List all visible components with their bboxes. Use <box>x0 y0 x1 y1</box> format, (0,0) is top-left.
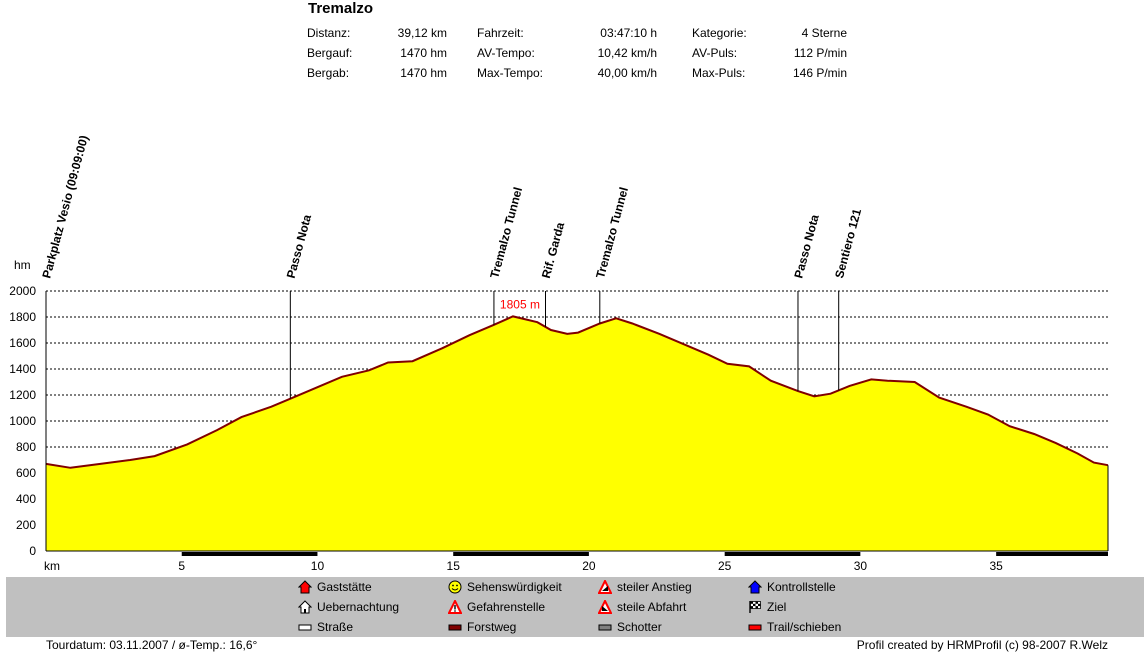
x-tick-label: 30 <box>854 559 868 573</box>
house-outline-icon <box>297 600 313 614</box>
legend-item-gefahrenstelle: Gefahrenstelle <box>447 598 546 614</box>
swatch-white-icon <box>298 620 312 634</box>
surface-segment <box>317 552 454 556</box>
x-tick-label: 20 <box>582 559 596 573</box>
waypoint-label: Rif. Garda <box>539 220 567 279</box>
waypoint-label: Parkplatz Vesio (09:09:00) <box>39 134 91 280</box>
x-tick-label: 5 <box>178 559 185 573</box>
stat-label-max-tempo: Max-Tempo: <box>477 66 544 80</box>
waypoint-label: Tremalzo Tunnel <box>487 186 525 280</box>
warning-down-icon <box>597 598 613 614</box>
y-tick-label: 1800 <box>9 310 36 324</box>
elevation-profile-chart: 0 200 400 600 800 1000 1200 1400 1600 1800 2000 5 1… <box>9 134 1109 573</box>
surface-segment <box>181 552 318 556</box>
x-tick-label: 25 <box>718 559 732 573</box>
y-tick-label: 1400 <box>9 362 36 376</box>
y-tick-label: 200 <box>16 518 36 532</box>
stat-label-av-puls: AV-Puls: <box>692 46 738 60</box>
stat-label-distanz: Distanz: <box>307 26 351 40</box>
legend-item-sehenswuerdigkeit: Sehenswürdigkeit <box>448 580 562 594</box>
waypoint-label: Tremalzo Tunnel <box>593 186 631 280</box>
x-tick-label: 15 <box>447 559 461 573</box>
waypoint-label: Sentiero 121 <box>832 207 864 280</box>
stat-value-av-tempo: 10,42 km/h <box>597 46 657 60</box>
footer-tour-info: Tourdatum: 03.11.2007 / ø-Temp.: 16,6° <box>46 638 258 652</box>
y-tick-label: 1600 <box>9 336 36 350</box>
surface-segment <box>996 552 1108 556</box>
stat-value-distanz: 39,12 km <box>397 26 447 40</box>
stat-value-av-puls: 112 P/min <box>793 46 847 60</box>
legend-item-steile-abfahrt: steile Abfahrt <box>597 598 687 614</box>
legend-item-strasse: Straße <box>298 620 353 634</box>
chart-title: Tremalzo <box>308 0 374 17</box>
stat-value-fahrzeit: 03:47:10 h <box>600 26 657 40</box>
surface-bar <box>46 552 1108 556</box>
legend-item-schotter: Schotter <box>598 620 662 634</box>
x-tick-label: 10 <box>311 559 325 573</box>
legend-label: Gefahrenstelle <box>467 600 546 614</box>
x-tick-label: 35 <box>989 559 1003 573</box>
y-tick-label: 0 <box>29 544 36 558</box>
y-tick-label: 2000 <box>9 284 36 298</box>
surface-segment <box>860 552 997 556</box>
legend-label: steiler Anstieg <box>617 580 692 594</box>
elevation-area <box>46 316 1108 551</box>
stat-value-bergauf: 1470 hm <box>400 46 447 60</box>
swatch-darkred-icon <box>448 620 462 634</box>
legend-label: Kontrollstelle <box>767 580 836 594</box>
y-tick-label: 1200 <box>9 388 36 402</box>
legend-label: Trail/schieben <box>767 620 842 634</box>
legend-item-kontrollstelle: Kontrollstelle <box>747 580 836 594</box>
house-blue-icon <box>747 580 763 594</box>
stat-value-kategorie: 4 Sterne <box>801 26 847 40</box>
house-red-icon <box>297 580 313 594</box>
footer-credit: Profil created by HRMProfil (c) 98-2007 … <box>856 638 1108 652</box>
stat-label-max-puls: Max-Puls: <box>692 66 746 80</box>
legend-item-forstweg: Forstweg <box>448 620 516 634</box>
surface-segment <box>724 552 861 556</box>
y-tick-label: 1000 <box>9 414 36 428</box>
stat-label-bergab: Bergab: <box>307 66 350 80</box>
surface-segment <box>588 552 725 556</box>
legend-panel <box>6 577 1144 637</box>
legend-label: Sehenswürdigkeit <box>467 580 562 594</box>
warning-up-icon <box>597 578 613 594</box>
legend-label: Straße <box>317 620 354 634</box>
surface-segment <box>46 552 182 556</box>
surface-segment <box>453 552 589 556</box>
swatch-red-icon <box>748 620 762 634</box>
warning-exclamation-icon <box>447 598 463 614</box>
axes: 5 10 15 20 25 30 35 <box>45 291 1109 573</box>
elevation-line <box>45 315 1109 469</box>
y-tick-label: 800 <box>16 440 36 454</box>
stat-label-fahrzeit: Fahrzeit: <box>477 26 524 40</box>
legend-item-uebernachtung: Uebernachtung <box>297 600 400 614</box>
legend-label: Schotter <box>617 620 662 634</box>
stat-label-av-tempo: AV-Tempo: <box>477 46 535 60</box>
waypoint-label: Passo Nota <box>284 213 315 280</box>
y-axis-label: hm <box>14 258 31 272</box>
stat-value-max-tempo: 40,00 km/h <box>597 66 657 80</box>
swatch-gray-icon <box>598 620 612 634</box>
smiley-icon <box>448 580 462 594</box>
legend-label: steile Abfahrt <box>617 600 687 614</box>
legend-label: Ziel <box>767 600 787 614</box>
checkered-flag-icon <box>748 600 762 614</box>
peak-label: 1805 m <box>500 297 540 311</box>
y-tick-label: 600 <box>16 466 36 480</box>
waypoint-label: Passo Nota <box>791 213 822 280</box>
legend-label: Gaststätte <box>317 580 372 594</box>
stat-label-kategorie: Kategorie: <box>692 26 747 40</box>
legend-item-trail-schieben: Trail/schieben <box>748 620 841 634</box>
legend-item-gaststaette: Gaststätte <box>297 580 372 594</box>
legend-label: Uebernachtung <box>317 600 400 614</box>
y-tick-label: 400 <box>16 492 36 506</box>
legend-item-steiler-anstieg: steiler Anstieg <box>597 578 692 594</box>
legend-label: Forstweg <box>467 620 517 634</box>
stat-value-bergab: 1470 hm <box>400 66 447 80</box>
x-axis-label: km <box>44 559 60 573</box>
stat-value-max-puls: 146 P/min <box>792 66 847 80</box>
stat-label-bergauf: Bergauf: <box>307 46 353 60</box>
legend-item-ziel: Ziel <box>748 600 786 614</box>
